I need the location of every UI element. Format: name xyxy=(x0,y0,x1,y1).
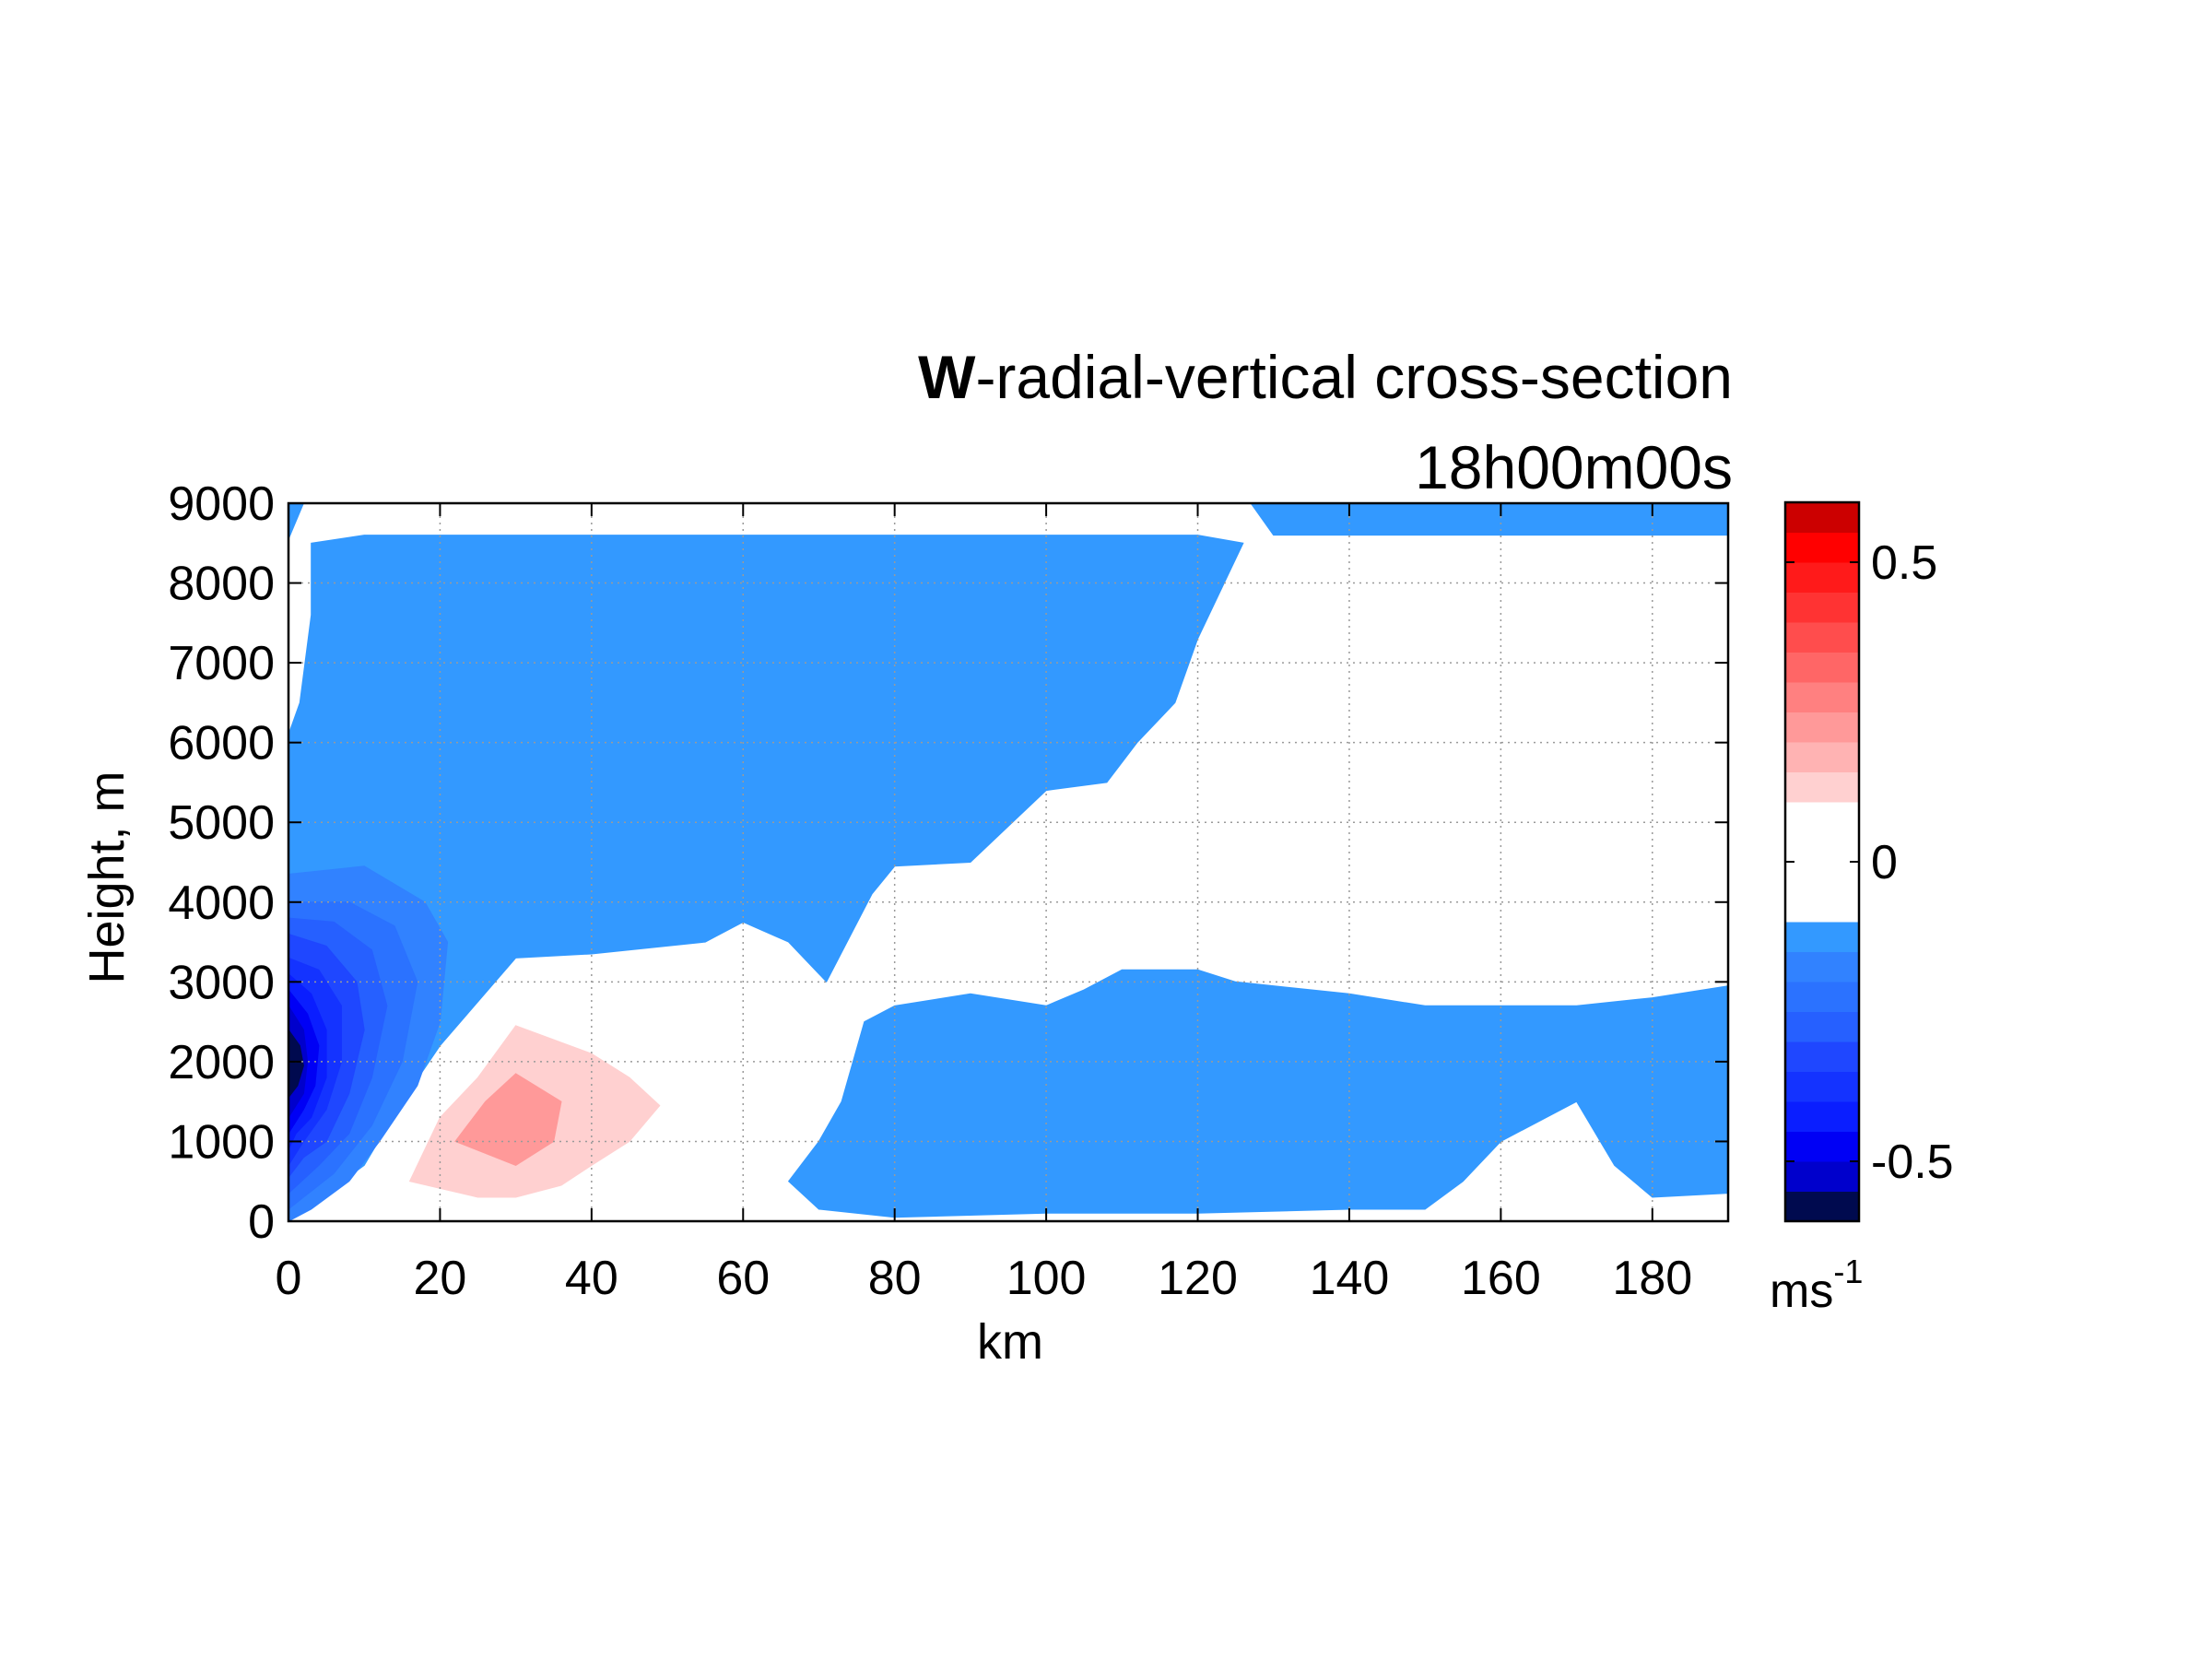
colorbar-level-3 xyxy=(1785,1101,1859,1132)
colorbar-level-8 xyxy=(1785,951,1859,982)
colorbar-level-10 xyxy=(1785,802,1859,923)
x-tick-label: 40 xyxy=(565,1252,618,1305)
x-tick-label: 180 xyxy=(1612,1252,1692,1305)
colorbar-tick-label: -0.5 xyxy=(1871,1135,1954,1189)
y-tick-label: 2000 xyxy=(168,1036,275,1089)
y-tick-label: 4000 xyxy=(168,877,275,930)
contour-top-strip-right xyxy=(1250,502,1729,536)
colorbar-level-5 xyxy=(1785,1041,1859,1072)
x-tick-label: 120 xyxy=(1158,1252,1238,1305)
colorbar-level-11 xyxy=(1785,771,1859,803)
colorbar-level-6 xyxy=(1785,1011,1859,1042)
x-tick-label: 140 xyxy=(1310,1252,1390,1305)
y-tick-label: 9000 xyxy=(168,477,275,531)
colorbar-level-14 xyxy=(1785,682,1859,712)
colorbar-level-20 xyxy=(1785,502,1859,533)
grid-lines xyxy=(288,503,1728,1221)
colorbar-level-4 xyxy=(1785,1071,1859,1102)
contour-lower-downdraft xyxy=(787,969,1729,1218)
x-tick-label: 60 xyxy=(716,1252,770,1305)
contour-upper-downdraft xyxy=(288,535,1244,1222)
y-tick-label: 1000 xyxy=(168,1115,275,1169)
colorbar-level-2 xyxy=(1785,1131,1859,1162)
colorbar-level-0 xyxy=(1785,1191,1859,1222)
y-tick-label: 7000 xyxy=(168,637,275,690)
tick-marks xyxy=(288,502,1728,1222)
colorbar-level-17 xyxy=(1785,592,1859,623)
x-tick-label: 0 xyxy=(276,1252,302,1305)
y-tick-label: 6000 xyxy=(168,717,275,771)
x-tick-label: 20 xyxy=(413,1252,466,1305)
y-axis-label: Height, m xyxy=(79,771,135,983)
colorbar-level-16 xyxy=(1785,622,1859,653)
y-tick-labels: 0 1000 2000 3000 4000 5000 6000 7000 8000 9000 xyxy=(168,477,275,1249)
colorbar: -0.5 0 0.5 ms-1 xyxy=(1770,500,1954,1318)
plot-area xyxy=(287,501,1730,1223)
x-tick-label: 100 xyxy=(1006,1252,1087,1305)
colorbar-ticks: -0.5 0 0.5 xyxy=(1785,536,1954,1189)
y-tick-label: 3000 xyxy=(168,956,275,1009)
x-tick-labels: 0 20 40 60 80 100 120 140 160 180 xyxy=(276,1252,1693,1305)
colorbar-level-19 xyxy=(1785,532,1859,563)
colorbar-level-15 xyxy=(1785,652,1859,683)
chart-title: W-radial-vertical cross-section xyxy=(918,343,1733,411)
x-axis-label: km xyxy=(977,1314,1043,1370)
x-tick-label: 160 xyxy=(1461,1252,1541,1305)
colorbar-tick-label: 0.5 xyxy=(1871,536,1937,590)
title-bold: W xyxy=(918,343,976,411)
contour-fills xyxy=(288,502,1729,1222)
colorbar-unit-base: ms xyxy=(1770,1265,1833,1318)
colorbar-level-18 xyxy=(1785,562,1859,593)
colorbar-level-7 xyxy=(1785,982,1859,1012)
colorbar-levels xyxy=(1785,502,1859,1222)
colorbar-level-1 xyxy=(1785,1161,1859,1192)
colorbar-unit: ms-1 xyxy=(1770,1253,1863,1318)
y-tick-label: 5000 xyxy=(168,796,275,850)
y-tick-label: 0 xyxy=(248,1195,275,1249)
colorbar-unit-exponent: -1 xyxy=(1833,1253,1863,1290)
colorbar-level-13 xyxy=(1785,712,1859,743)
chart-subtitle: 18h00m00s xyxy=(1415,433,1733,501)
colorbar-level-9 xyxy=(1785,922,1859,952)
contour-updraft-2 xyxy=(454,1073,562,1166)
title-rest: -radial-vertical cross-section xyxy=(975,343,1733,411)
axes-box xyxy=(287,501,1730,1223)
colorbar-tick-label: 0 xyxy=(1871,836,1898,889)
colorbar-level-12 xyxy=(1785,742,1859,772)
x-tick-label: 80 xyxy=(868,1252,922,1305)
y-tick-label: 8000 xyxy=(168,558,275,611)
